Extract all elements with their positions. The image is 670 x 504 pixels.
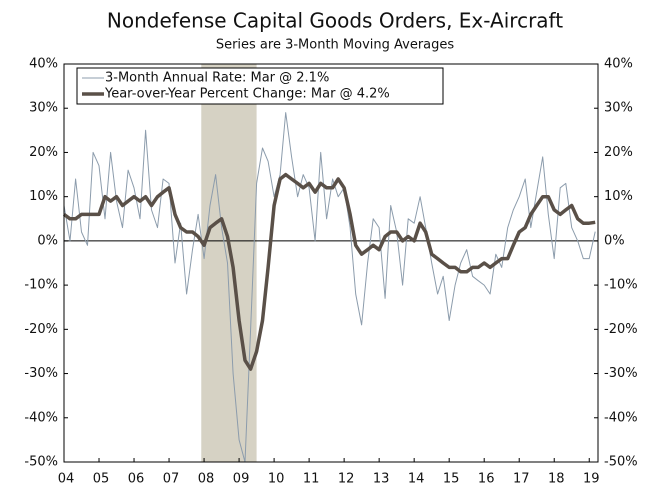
x-tick-label: 12 [338,472,355,487]
x-tick-label: 17 [513,472,530,487]
x-tick-label: 15 [443,472,460,487]
y-tick-label: 30% [29,101,58,116]
x-tick-label: 14 [408,472,425,487]
x-tick-label: 08 [198,472,215,487]
y2-tick-label: 0% [604,233,625,248]
x-tick-label: 10 [268,472,285,487]
y2-tick-label: 40% [604,57,633,72]
chart-subtitle: Series are 3-Month Moving Averages [216,38,455,53]
x-tick-label: 11 [303,472,320,487]
x-tick-label: 19 [583,472,600,487]
y2-tick-label: -50% [604,455,638,470]
y-tick-label: -10% [24,278,58,293]
legend-label: Year-over-Year Percent Change: Mar @ 4.2… [104,87,390,102]
series-line [62,172,596,371]
x-tick-label: 05 [93,472,110,487]
chart-title: Nondefense Capital Goods Orders, Ex-Airc… [107,9,563,33]
x-tick-label: 04 [58,472,75,487]
y-tick-label: -50% [24,455,58,470]
recession-shade [201,64,257,462]
x-tick-label: 07 [163,472,180,487]
series-line [63,112,596,463]
y-tick-label: 0% [37,233,58,248]
legend-box [76,67,444,105]
y-tick-label: 10% [29,189,58,204]
y-tick-label: 20% [29,145,58,160]
x-tick-label: 13 [373,472,390,487]
x-tick-label: 06 [128,472,145,487]
y2-tick-label: 20% [604,145,633,160]
y2-tick-label: -40% [604,410,638,425]
y2-tick-label: 10% [604,189,633,204]
y-tick-label: 40% [29,57,58,72]
y-tick-label: -20% [24,322,58,337]
y-tick-label: -40% [24,410,58,425]
x-tick-label: 09 [233,472,250,487]
legend-label: 3-Month Annual Rate: Mar @ 2.1% [105,71,329,86]
y2-tick-label: -10% [604,278,638,293]
y2-tick-label: -30% [604,366,638,381]
plot-frame [63,63,599,463]
x-tick-label: 16 [478,472,495,487]
x-tick-label: 18 [548,472,565,487]
y-tick-label: -30% [24,366,58,381]
y2-tick-label: -20% [604,322,638,337]
y2-tick-label: 30% [604,101,633,116]
